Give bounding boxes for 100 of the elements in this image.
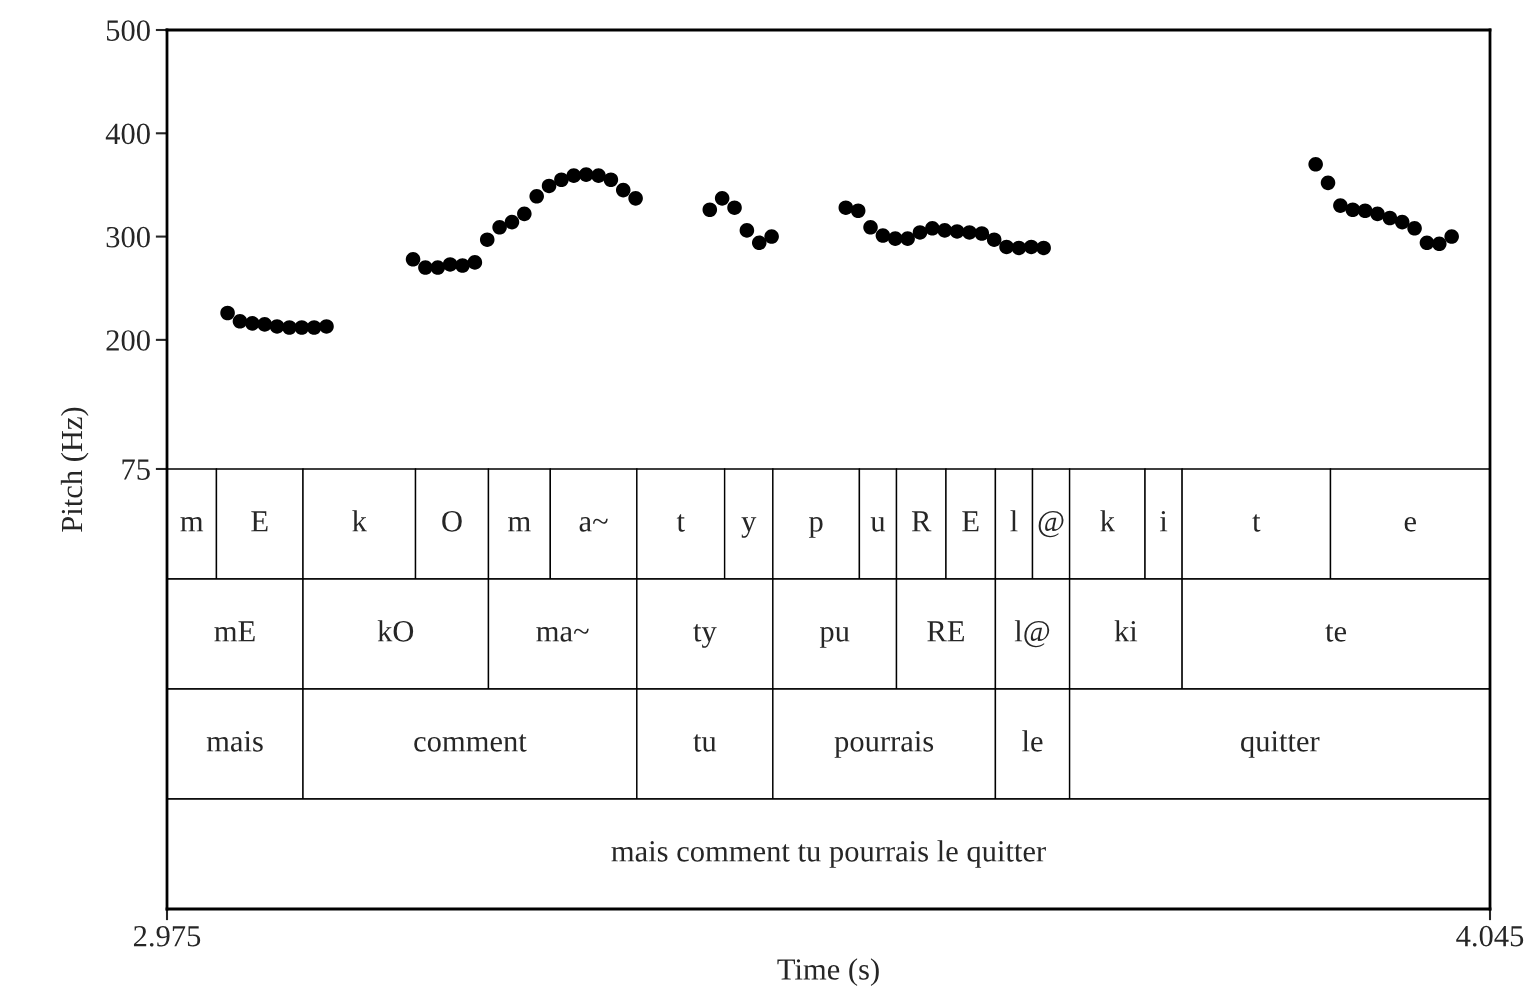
band-label: kO (377, 620, 414, 642)
band-label: p (808, 516, 823, 538)
y-tick-label: 300 (106, 226, 150, 248)
point (1345, 202, 1361, 218)
point (1382, 210, 1398, 226)
point (1357, 203, 1373, 219)
point (517, 206, 532, 222)
point (591, 168, 606, 183)
x-axis-title: Time (s) (777, 958, 879, 986)
point (529, 189, 544, 204)
band-label: t (676, 514, 685, 532)
point (294, 320, 310, 335)
band-label: mE (214, 621, 255, 642)
band-label: R (911, 511, 932, 532)
band-label: pourrais (834, 731, 934, 758)
point (492, 220, 507, 235)
y-tick-label: 75 (122, 459, 150, 480)
band-label: m (180, 516, 204, 532)
band-label: E (251, 511, 268, 532)
point (269, 319, 285, 334)
band-label: ma~ (536, 626, 589, 642)
point (245, 316, 260, 331)
point (875, 228, 891, 243)
band-label: O (442, 511, 462, 532)
point (467, 255, 483, 270)
band-label: e (1404, 516, 1416, 532)
point (714, 191, 730, 206)
point (702, 202, 718, 218)
point (566, 168, 582, 183)
band-label: te (1325, 624, 1347, 642)
point (962, 225, 977, 240)
point (282, 320, 297, 335)
point (1370, 206, 1385, 222)
point (442, 257, 458, 272)
point (578, 167, 594, 182)
x-tick-label: 4.045 (1456, 925, 1524, 947)
point (937, 223, 953, 238)
point (850, 203, 866, 219)
band-label: l@ (1014, 620, 1050, 648)
point (504, 214, 520, 230)
band-label: k (352, 510, 367, 532)
band-label: mais (206, 731, 263, 752)
point (925, 221, 940, 236)
band-label: pu (819, 626, 850, 648)
band-label: ty (693, 624, 717, 648)
y-tick-label: 400 (105, 123, 150, 145)
point (1320, 175, 1336, 191)
point (949, 224, 965, 239)
band-label: i (1159, 511, 1168, 532)
point (232, 314, 248, 329)
point (1308, 156, 1323, 172)
band-label: tu (693, 734, 717, 752)
point (1432, 236, 1447, 252)
band-label: RE (927, 621, 964, 642)
x-tick-label: 2.975 (133, 925, 201, 947)
point (727, 200, 742, 215)
band-label: quitter (1241, 731, 1320, 758)
point (739, 223, 755, 238)
point (838, 200, 854, 215)
point (1407, 221, 1422, 236)
point (912, 225, 928, 240)
point (554, 172, 569, 188)
point (1011, 240, 1027, 256)
band-label: mais comment tu pourrais le quitter (611, 840, 1046, 868)
point (430, 260, 446, 275)
band-label: a~ (579, 517, 608, 532)
band-label: ki (1114, 620, 1138, 642)
point (900, 231, 915, 246)
band-label: k (1100, 510, 1115, 532)
point (887, 231, 903, 246)
point (405, 252, 421, 267)
point (541, 178, 557, 194)
band-label: comment (414, 734, 527, 752)
point (319, 319, 334, 334)
point (751, 235, 767, 251)
band-label: u (870, 517, 886, 532)
point (628, 191, 643, 206)
point (1333, 198, 1348, 213)
point (1419, 235, 1435, 251)
point (418, 260, 433, 275)
band-label: E (962, 511, 979, 532)
point (986, 232, 1002, 247)
band-label: le (1022, 730, 1043, 752)
point (479, 232, 495, 247)
band-label: l (1010, 510, 1018, 532)
point (603, 172, 619, 188)
band-label: m (508, 516, 531, 532)
point (257, 317, 272, 332)
point (863, 220, 878, 235)
point (1036, 240, 1051, 256)
point (764, 229, 779, 244)
point (999, 239, 1014, 255)
y-axis-title: Pitch (Hz) (60, 407, 89, 532)
point (974, 226, 990, 241)
point (1444, 229, 1459, 244)
y-tick-label: 200 (106, 330, 150, 351)
point (306, 320, 322, 335)
point (1394, 214, 1410, 230)
band-label: t (1252, 514, 1261, 532)
point (455, 258, 470, 273)
